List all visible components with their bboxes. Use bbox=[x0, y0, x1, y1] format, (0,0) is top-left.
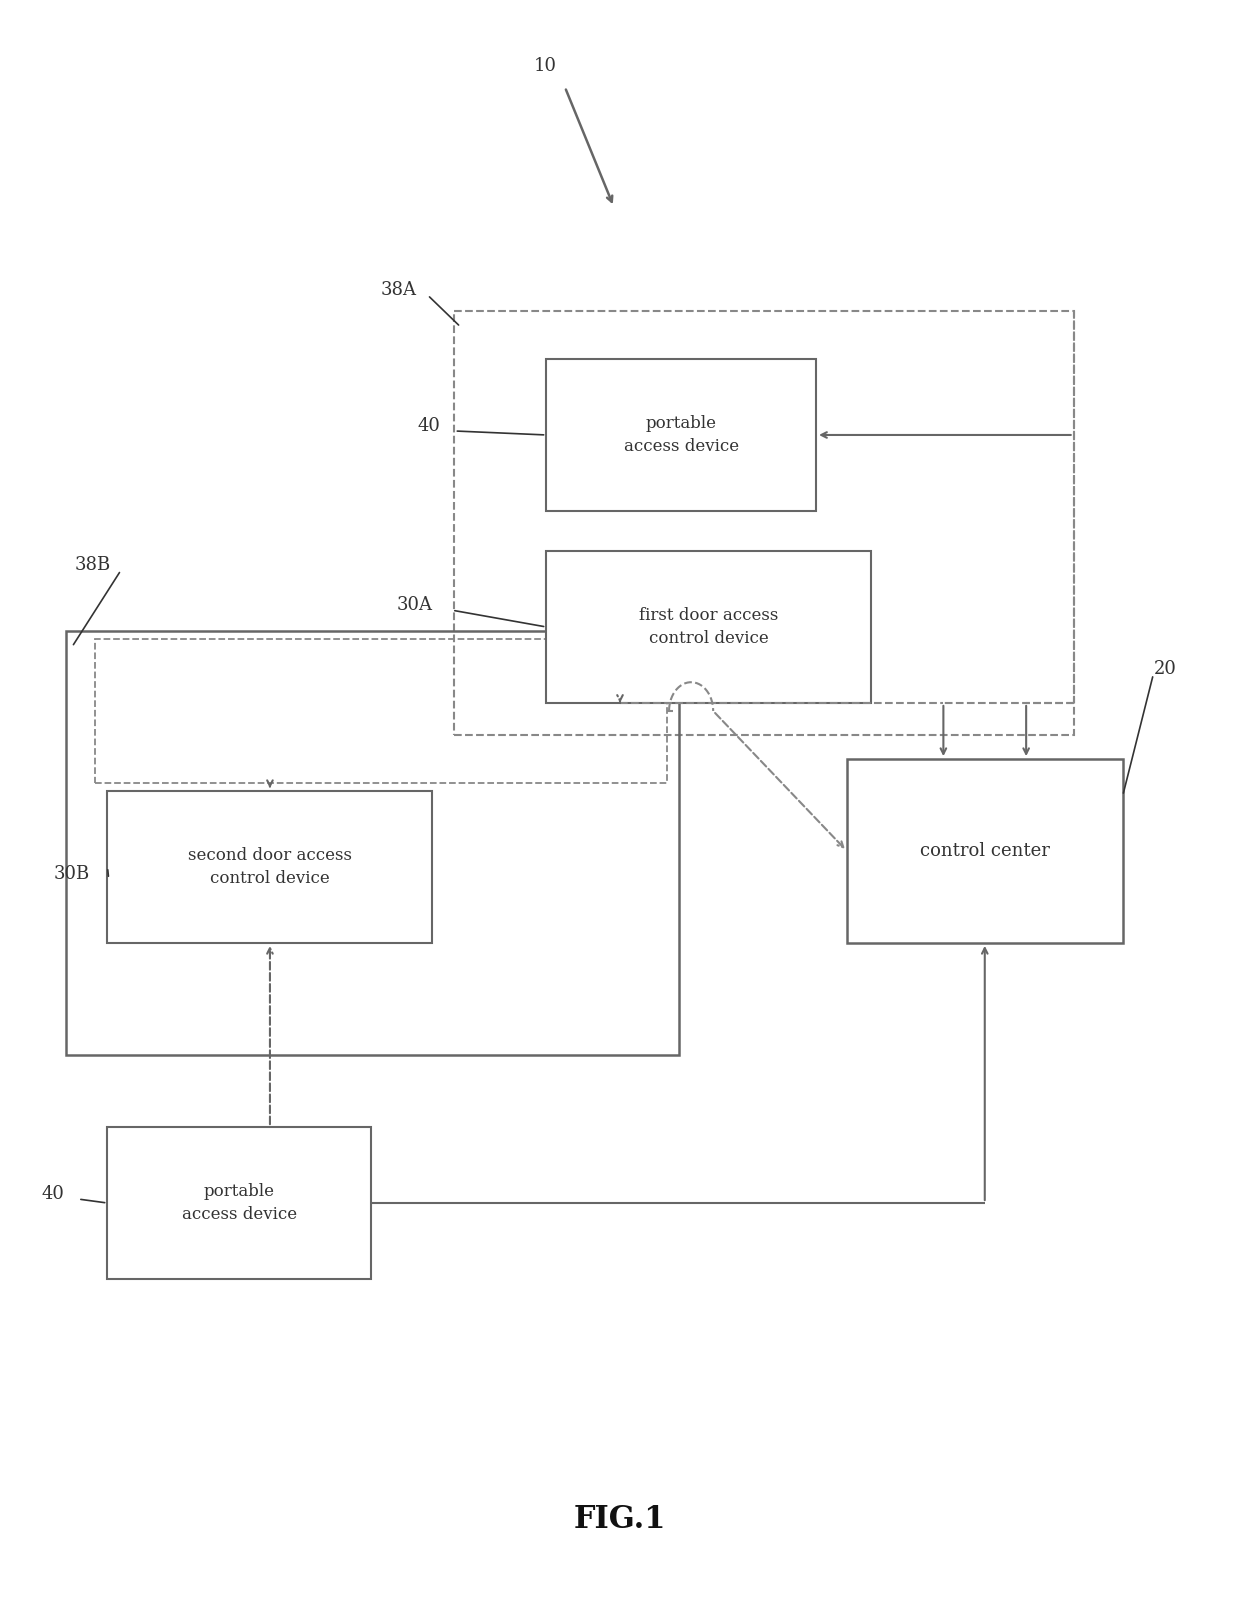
Text: 38B: 38B bbox=[74, 557, 110, 575]
Text: control center: control center bbox=[920, 843, 1050, 860]
Bar bbox=[66, 631, 678, 1056]
Bar bbox=[108, 1127, 371, 1278]
Bar bbox=[547, 358, 816, 512]
Text: portable
access device: portable access device bbox=[624, 415, 739, 455]
Text: 10: 10 bbox=[534, 56, 557, 74]
Bar bbox=[847, 759, 1122, 943]
Text: portable
access device: portable access device bbox=[182, 1183, 296, 1223]
Text: first door access
control device: first door access control device bbox=[639, 607, 779, 647]
Text: second door access
control device: second door access control device bbox=[188, 847, 352, 886]
Text: 30A: 30A bbox=[397, 596, 433, 615]
Text: 40: 40 bbox=[41, 1185, 64, 1202]
Text: 20: 20 bbox=[1153, 660, 1177, 678]
Text: 30B: 30B bbox=[53, 865, 89, 883]
Bar bbox=[108, 791, 433, 943]
Text: FIG.1: FIG.1 bbox=[574, 1504, 666, 1535]
Bar bbox=[455, 312, 1074, 734]
Bar bbox=[547, 550, 872, 704]
Bar bbox=[95, 639, 667, 783]
Text: 38A: 38A bbox=[381, 281, 417, 299]
Text: 40: 40 bbox=[418, 416, 440, 436]
